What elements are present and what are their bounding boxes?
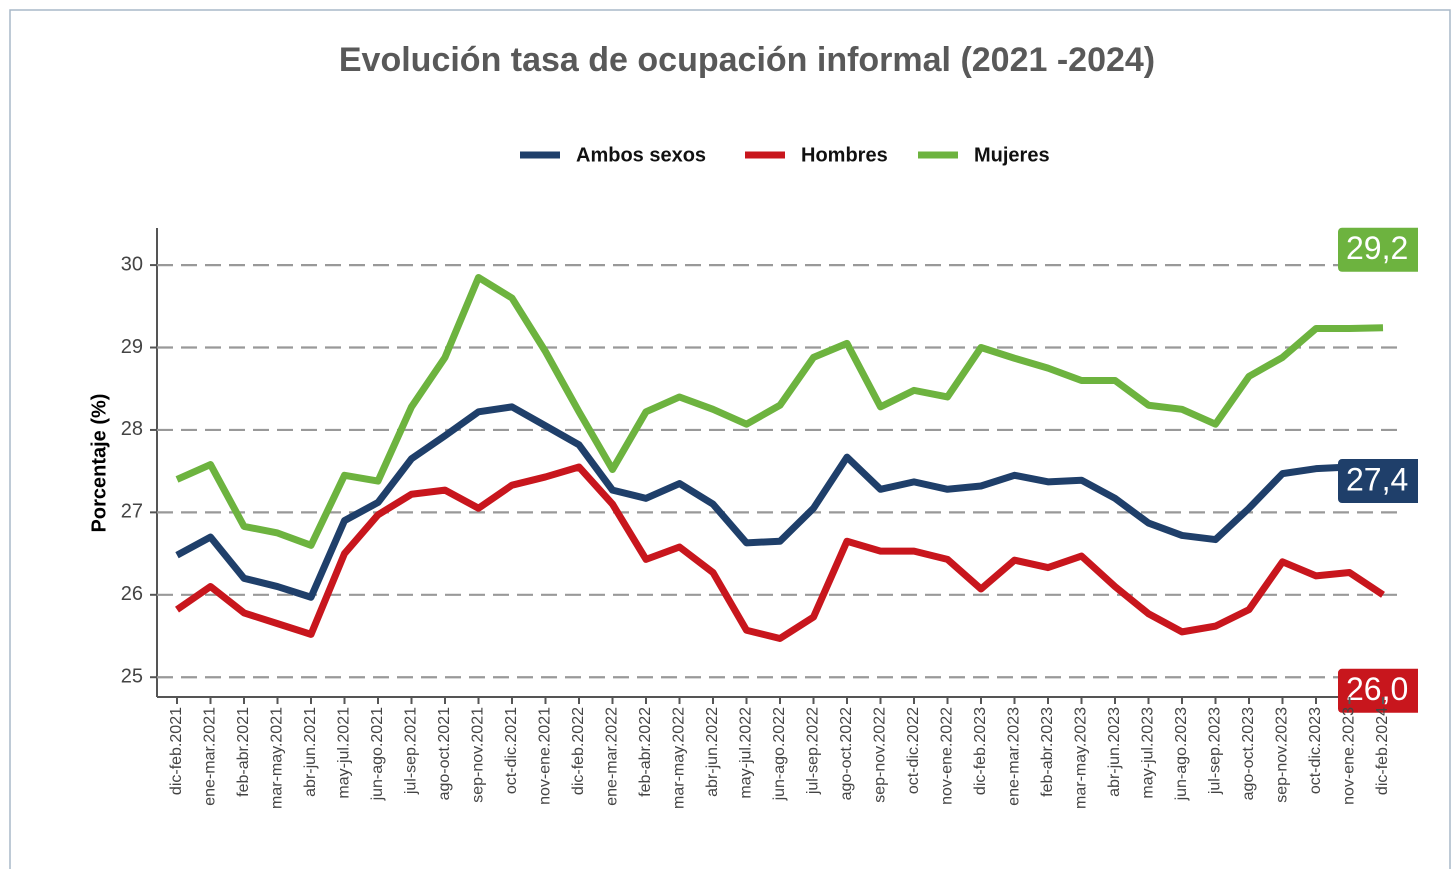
end-label: 27,4 (1346, 461, 1408, 497)
x-tick-label: oct-dic.2022 (905, 707, 922, 794)
end-label: 29,2 (1346, 230, 1408, 266)
series-line (175, 403, 1385, 601)
x-tick-label: feb-abr.2023 (1039, 707, 1056, 797)
x-tick-label: dic-feb.2022 (570, 707, 587, 795)
x-tick-label: ene-mar.2022 (604, 707, 621, 806)
x-tick-label: oct-dic.2023 (1307, 707, 1324, 794)
x-tick-label: ago-oct.2022 (838, 707, 855, 801)
legend-label: Ambos sexos (576, 144, 706, 166)
x-tick-label: may-jul.2021 (336, 707, 353, 799)
x-tick-label: sep-nov.2023 (1274, 707, 1291, 803)
legend-label: Mujeres (974, 144, 1050, 166)
x-tick-label: sep-nov.2022 (872, 707, 889, 803)
y-tick-label: 28 (121, 418, 143, 440)
frame (9, 9, 1451, 869)
y-tick-label: 26 (121, 583, 143, 605)
x-tick-label: mar-may.2022 (671, 707, 688, 809)
x-tick-label: may-jul.2022 (738, 707, 755, 799)
x-tick-label: may-jul.2023 (1140, 707, 1157, 799)
x-tick-label: nov-ene.2022 (939, 707, 956, 805)
x-tick-label: jun-ago.2023 (1173, 707, 1190, 802)
end-label: 26,0 (1346, 671, 1408, 707)
x-tick-label: ago-oct.2021 (436, 707, 453, 801)
x-tick-label: dic-feb.2023 (972, 707, 989, 795)
y-tick-label: 25 (121, 665, 143, 687)
x-tick-label: jul-sep.2023 (1207, 707, 1224, 795)
end-label-box (1338, 668, 1418, 713)
legend-label: Hombres (801, 144, 888, 166)
x-tick-label: jun-ago.2021 (369, 707, 386, 802)
x-tick-label: abr-jun.2022 (704, 707, 721, 797)
x-tick-label: oct-dic.2021 (503, 707, 520, 794)
x-tick-label: abr-jun.2021 (302, 707, 319, 797)
series-line (175, 273, 1384, 549)
x-tick-label: ene-mar.2021 (202, 707, 219, 806)
x-tick-label: jul-sep.2022 (805, 707, 822, 795)
x-tick-label: ago-oct.2023 (1240, 707, 1257, 801)
x-tick-label: sep-nov.2021 (470, 707, 487, 803)
chart-title: Evolución tasa de ocupación informal (20… (339, 41, 1155, 79)
x-tick-label: ene-mar.2023 (1006, 707, 1023, 806)
x-tick-label: nov-ene.2023 (1341, 707, 1358, 805)
y-tick-label: 29 (121, 336, 143, 358)
x-tick-label: abr-jun.2023 (1106, 707, 1123, 797)
series-line (175, 463, 1385, 642)
x-tick-label: feb-abr.2021 (235, 707, 252, 797)
end-label-box (1338, 227, 1418, 272)
x-tick-label: dic-feb.2024 (1374, 707, 1391, 795)
x-tick-label: dic-feb.2021 (168, 707, 185, 795)
x-tick-label: nov-ene.2021 (537, 707, 554, 805)
x-tick-label: jul-sep.2021 (403, 707, 420, 795)
x-tick-label: mar-may.2023 (1073, 707, 1090, 809)
x-tick-label: mar-may.2021 (269, 707, 286, 809)
y-axis-label: Porcentaje (%) (88, 394, 110, 533)
y-tick-label: 30 (121, 253, 143, 275)
end-label-box (1338, 459, 1418, 504)
y-tick-label: 27 (121, 501, 143, 523)
x-tick-label: jun-ago.2022 (771, 707, 788, 802)
x-tick-label: feb-abr.2022 (637, 707, 654, 797)
